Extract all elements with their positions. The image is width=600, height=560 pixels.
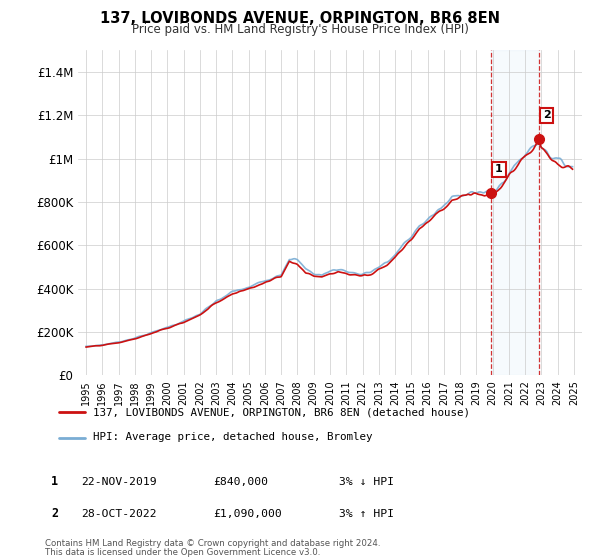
Text: Contains HM Land Registry data © Crown copyright and database right 2024.: Contains HM Land Registry data © Crown c… [45, 539, 380, 548]
Bar [491, 50, 539, 375]
Text: This data is licensed under the Open Government Licence v3.0.: This data is licensed under the Open Gov… [45, 548, 320, 557]
Text: 28-OCT-2022: 28-OCT-2022 [81, 508, 157, 519]
Text: HPI: Average price, detached house, Bromley: HPI: Average price, detached house, Brom… [93, 432, 373, 442]
Text: £840,000: £840,000 [213, 477, 268, 487]
Text: 1: 1 [51, 475, 58, 488]
Text: £1,090,000: £1,090,000 [213, 508, 282, 519]
Text: 3% ↑ HPI: 3% ↑ HPI [339, 508, 394, 519]
Text: 137, LOVIBONDS AVENUE, ORPINGTON, BR6 8EN (detached house): 137, LOVIBONDS AVENUE, ORPINGTON, BR6 8E… [93, 408, 470, 418]
Text: 2: 2 [543, 110, 551, 120]
Text: 137, LOVIBONDS AVENUE, ORPINGTON, BR6 8EN: 137, LOVIBONDS AVENUE, ORPINGTON, BR6 8E… [100, 11, 500, 26]
Text: 1: 1 [495, 165, 503, 175]
Text: Price paid vs. HM Land Registry's House Price Index (HPI): Price paid vs. HM Land Registry's House … [131, 22, 469, 36]
Text: 2: 2 [51, 507, 58, 520]
Text: 3% ↓ HPI: 3% ↓ HPI [339, 477, 394, 487]
Text: 22-NOV-2019: 22-NOV-2019 [81, 477, 157, 487]
